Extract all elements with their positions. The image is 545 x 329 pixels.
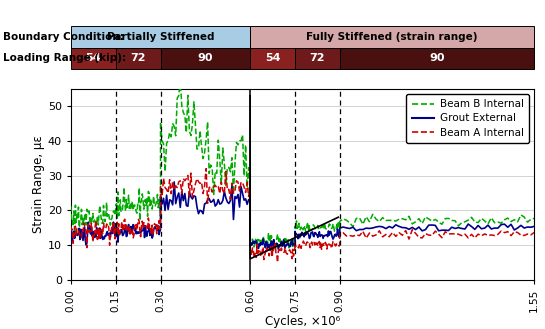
Bar (250, 48, 295, 69)
Bar (71, 26, 250, 48)
Text: Partially Stiffened: Partially Stiffened (107, 32, 214, 42)
Y-axis label: Strain Range, με: Strain Range, με (32, 135, 45, 233)
Bar (340, 48, 534, 69)
Bar (295, 48, 340, 69)
Bar (71, 48, 116, 69)
Text: 54: 54 (86, 53, 101, 63)
X-axis label: Cycles, ×10⁶: Cycles, ×10⁶ (265, 315, 340, 328)
Legend: Beam B Internal, Grout External, Beam A Internal: Beam B Internal, Grout External, Beam A … (407, 94, 529, 143)
Text: Loading Range (kip):: Loading Range (kip): (3, 53, 126, 63)
Text: Fully Stiffened (strain range): Fully Stiffened (strain range) (306, 32, 478, 42)
Text: 90: 90 (198, 53, 213, 63)
Text: 72: 72 (310, 53, 325, 63)
Bar (116, 48, 161, 69)
Text: 90: 90 (429, 53, 445, 63)
Text: 54: 54 (265, 53, 280, 63)
Bar (250, 26, 534, 48)
Bar (161, 48, 250, 69)
Text: 72: 72 (130, 53, 146, 63)
Text: Boundary Condition:: Boundary Condition: (3, 32, 124, 42)
